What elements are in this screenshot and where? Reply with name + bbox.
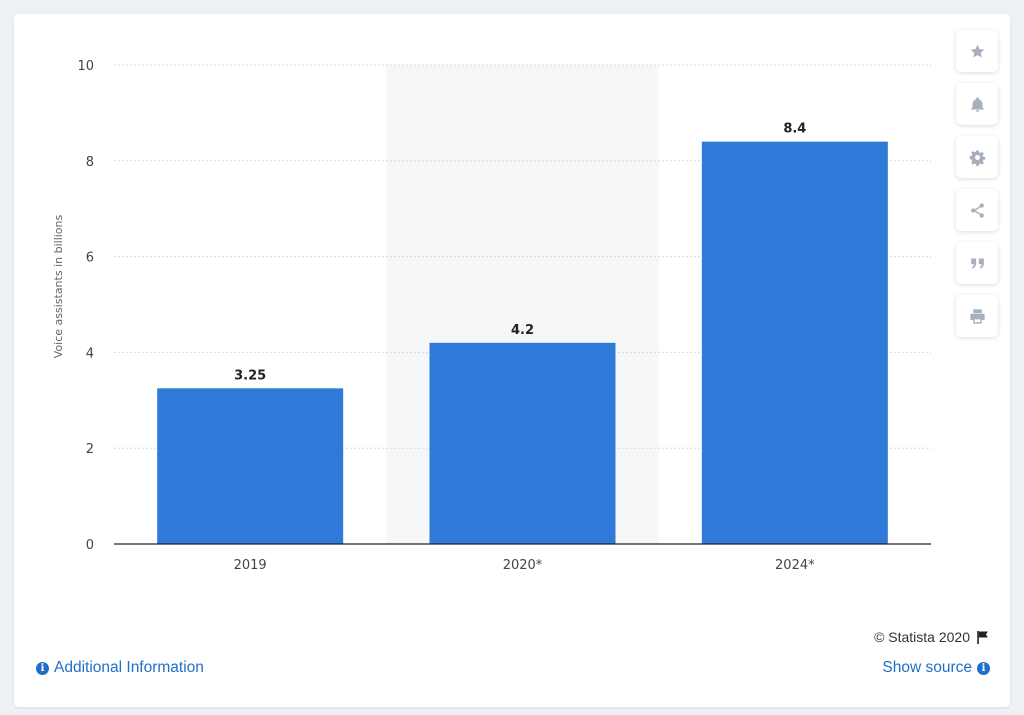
bar[interactable] xyxy=(429,342,616,544)
share-button[interactable] xyxy=(956,189,998,231)
bell-icon xyxy=(970,96,984,112)
y-axis-title: Voice assistants in billions xyxy=(52,214,65,358)
chart-card: 0 2 4 6 8 10 3.25 2019 4.2 2020* 8.4 2024* Voice ass… xyxy=(14,14,1010,707)
y-tick-label: 4 xyxy=(86,346,94,361)
star-icon xyxy=(970,44,984,58)
y-tick-label: 2 xyxy=(86,442,94,457)
show-source-link[interactable]: Show source i xyxy=(882,659,990,677)
bar[interactable] xyxy=(157,388,344,544)
share-icon xyxy=(970,202,984,218)
copyright-text: © Statista 2020 xyxy=(874,629,970,645)
y-tick-label: 6 xyxy=(86,251,94,266)
show-source-label: Show source xyxy=(882,659,972,676)
bar-chart: 0 2 4 6 8 10 3.25 2019 4.2 2020* 8.4 2024* Voice ass… xyxy=(52,59,931,573)
x-tick-label: 2024* xyxy=(775,558,815,573)
data-label: 8.4 xyxy=(783,122,806,137)
quote-icon xyxy=(970,258,984,268)
additional-information-link[interactable]: i Additional Information xyxy=(36,659,204,677)
chart-toolbar xyxy=(956,30,998,337)
data-label: 3.25 xyxy=(234,368,266,383)
info-icon: i xyxy=(977,661,990,675)
gear-icon xyxy=(969,149,985,166)
flag-icon xyxy=(977,631,988,644)
print-icon xyxy=(969,308,985,324)
x-tick-label: 2020* xyxy=(503,558,543,573)
info-icon: i xyxy=(36,661,49,675)
data-label: 4.2 xyxy=(511,323,534,338)
settings-button[interactable] xyxy=(956,136,998,178)
bar[interactable] xyxy=(701,141,888,544)
cite-button[interactable] xyxy=(956,242,998,284)
y-tick-label: 0 xyxy=(86,538,94,553)
print-button[interactable] xyxy=(956,295,998,337)
notification-button[interactable] xyxy=(956,83,998,125)
y-tick-label: 10 xyxy=(77,59,94,74)
y-tick-label: 8 xyxy=(86,155,94,170)
x-tick-label: 2019 xyxy=(234,558,267,573)
copyright-notice: © Statista 2020 xyxy=(874,629,990,645)
favorite-button[interactable] xyxy=(956,30,998,72)
additional-information-label: Additional Information xyxy=(54,659,204,676)
